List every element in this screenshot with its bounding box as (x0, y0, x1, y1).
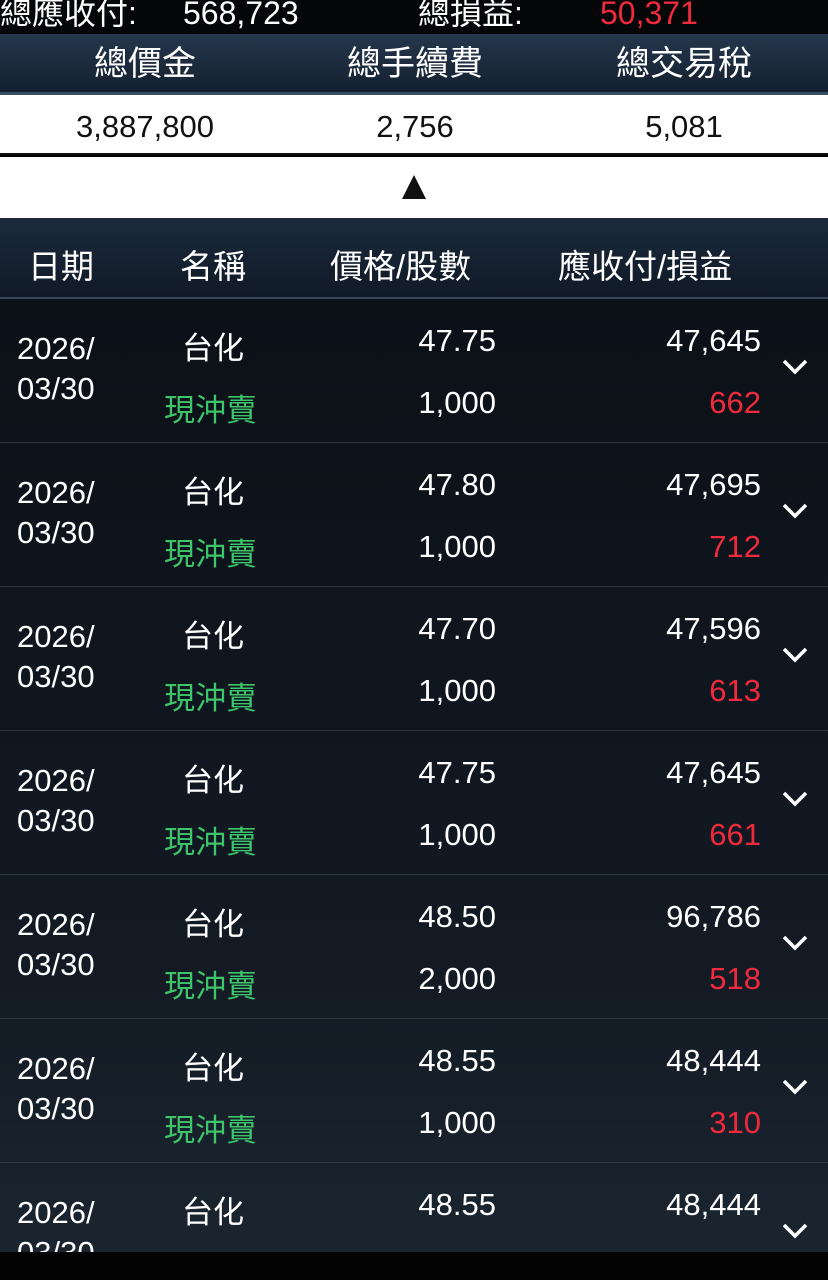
trade-type: 現沖賣 (164, 825, 257, 860)
stock-name: 台化 (182, 1051, 244, 1086)
trade-row[interactable]: 2026/03/30 台化現沖賣 47.80 1,000 47,695 712 (0, 443, 828, 587)
amount: 48,444 (666, 1043, 761, 1078)
total-amount-value: 3,887,800 (76, 109, 214, 144)
receivable-value: 568,723 (183, 0, 299, 31)
shares: 1,000 (418, 529, 496, 564)
date-year: 2026/ (17, 763, 95, 798)
stock-name: 台化 (182, 907, 244, 942)
col-date: 日期 (28, 248, 94, 285)
trade-list: 2026/03/30 台化 現沖賣 47.75 1,000 47,645 662 2026/0… (0, 299, 828, 1252)
price: 48.55 (418, 1043, 496, 1078)
amount: 47,645 (666, 323, 761, 358)
price: 47.70 (418, 611, 496, 646)
total-tax-value: 5,081 (645, 109, 723, 144)
col-amount-pnl: 應收付/損益 (558, 248, 733, 285)
date-year: 2026/ (17, 1051, 95, 1086)
stock-name: 台化 (182, 1195, 244, 1230)
stock-name: 台化 (182, 619, 244, 654)
price: 47.75 (418, 755, 496, 790)
total-fee-value: 2,756 (376, 109, 454, 144)
chevron-down-icon[interactable] (782, 935, 808, 951)
pnl-value: 50,371 (600, 0, 698, 31)
shares: 1,000 (418, 817, 496, 852)
collapse-toggle-button[interactable] (0, 157, 828, 218)
trade-type: 現沖賣 (164, 681, 257, 716)
date-day: 03/30 (17, 515, 95, 550)
trade-row[interactable]: 2026/03/30 台化現沖賣 48.50 2,000 96,786 518 (0, 875, 828, 1019)
total-tax-label: 總交易稅 (616, 45, 752, 83)
totals-values: 3,887,800 2,756 5,081 (0, 95, 828, 155)
chevron-down-icon[interactable] (782, 647, 808, 663)
shares: 1,000 (418, 673, 496, 708)
price: 48.50 (418, 899, 496, 934)
receivable-label: 總應收付: (0, 0, 137, 31)
stock-name: 台化 (182, 475, 244, 510)
date-day: 03/30 (17, 803, 95, 838)
date-year: 2026/ (17, 907, 95, 942)
profit-loss: 712 (709, 529, 761, 564)
pnl-label: 總損益: (418, 0, 523, 31)
col-name: 名稱 (180, 248, 246, 285)
totals-header: 總價金 總手續費 總交易稅 (0, 34, 828, 95)
date-year: 2026/ (17, 475, 95, 510)
amount: 47,645 (666, 755, 761, 790)
profit-loss: 662 (709, 385, 761, 420)
chevron-down-icon[interactable] (782, 1223, 808, 1239)
chevron-down-icon[interactable] (782, 791, 808, 807)
date-day: 03/30 (17, 947, 95, 982)
date-year: 2026/ (17, 1195, 95, 1230)
trade-type: 現沖賣 (164, 1113, 257, 1148)
trade-type: 現沖賣 (164, 969, 257, 1004)
chevron-down-icon[interactable] (782, 359, 808, 375)
trade-row[interactable]: 2026/03/30 台化現沖賣 48.55 1,000 48,444 310 (0, 1019, 828, 1163)
stock-name: 台化 (182, 331, 244, 366)
chevron-down-icon[interactable] (782, 503, 808, 519)
col-price-shares: 價格/股數 (330, 248, 472, 285)
price: 47.80 (418, 467, 496, 502)
total-fee-label: 總手續費 (347, 45, 483, 83)
trade-row[interactable]: 2026/03/30 台化現沖賣 47.75 1,000 47,645 662 (0, 299, 828, 443)
bottom-bar (0, 1252, 828, 1280)
trade-row[interactable]: 2026/03/30 台化現沖賣 47.70 1,000 47,596 613 (0, 587, 828, 731)
profit-loss: 518 (709, 961, 761, 996)
trade-row[interactable]: 2026/03/30 台化現沖賣 47.75 1,000 47,645 661 (0, 731, 828, 875)
profit-loss: 613 (709, 673, 761, 708)
profit-loss: 661 (709, 817, 761, 852)
shares: 1,000 (418, 1105, 496, 1140)
summary-bar: 總應收付: 568,723 總損益: 50,371 (0, 0, 828, 34)
date-year: 2026/ (17, 331, 95, 366)
date-year: 2026/ (17, 619, 95, 654)
stock-name: 台化 (182, 763, 244, 798)
trade-type: 現沖賣 (164, 537, 257, 572)
amount: 48,444 (666, 1187, 761, 1222)
price: 48.55 (418, 1187, 496, 1222)
date-day: 03/30 (17, 1091, 95, 1126)
chevron-down-icon[interactable] (782, 1079, 808, 1095)
profit-loss: 310 (709, 1105, 761, 1140)
amount: 47,695 (666, 467, 761, 502)
date-day: 03/30 (17, 371, 95, 406)
amount: 96,786 (666, 899, 761, 934)
total-amount-label: 總價金 (94, 45, 196, 83)
price: 47.75 (418, 323, 496, 358)
date-day: 03/30 (17, 659, 95, 694)
trade-type: 現沖賣 (164, 393, 257, 428)
shares: 2,000 (418, 961, 496, 996)
shares: 1,000 (418, 385, 496, 420)
date-day: 03/30 (17, 1235, 95, 1252)
amount: 47,596 (666, 611, 761, 646)
column-header: 日期 名稱 價格/股數 應收付/損益 (0, 218, 828, 299)
triangle-up-icon (402, 175, 426, 199)
